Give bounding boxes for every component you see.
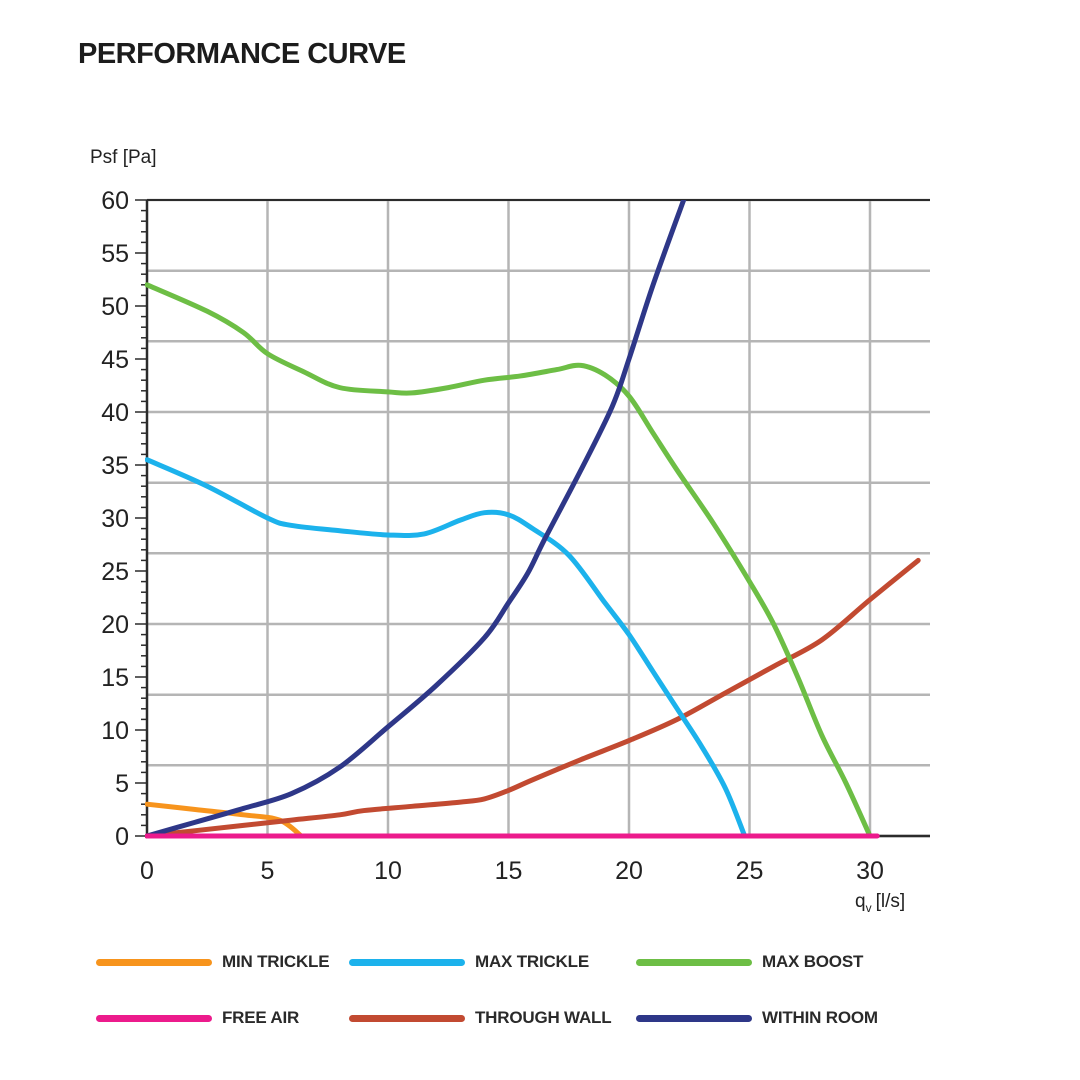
x-axis-label-main: q <box>855 891 866 912</box>
legend-item-max-boost: MAX BOOST <box>636 944 863 980</box>
y-tick-label: 30 <box>101 505 129 533</box>
x-tick-label: 0 <box>140 857 154 885</box>
x-tick-label: 15 <box>495 857 523 885</box>
legend-swatch-within-room <box>636 1014 752 1022</box>
legend-label-max-boost: MAX BOOST <box>762 952 864 971</box>
y-tick-label: 25 <box>101 558 129 586</box>
legend-item-through-wall: THROUGH WALL <box>349 1000 612 1036</box>
y-tick-label: 40 <box>101 399 129 427</box>
legend-label-free-air: FREE AIR <box>222 1008 300 1027</box>
y-tick-label: 20 <box>101 611 129 639</box>
axes: 0 5 10 15 20 25 30 35 40 45 50 55 60 0 5 10 15 20 25 30 <box>101 187 930 885</box>
y-tick-label: 15 <box>101 664 129 692</box>
series-line-through-wall <box>145 557 921 839</box>
legend-swatch-through-wall <box>349 1014 465 1022</box>
legend-label-min-trickle: MIN TRICKLE <box>222 952 330 971</box>
chart-title: PERFORMANCE CURVE <box>78 38 406 70</box>
x-axis-label-sub: v <box>866 901 872 915</box>
legend-label-through-wall: THROUGH WALL <box>475 1008 612 1027</box>
x-axis-label: qv [l/s] <box>855 891 905 915</box>
y-tick-label: 10 <box>101 717 129 745</box>
legend-swatch-max-boost <box>636 958 752 966</box>
x-axis-label-unit: [l/s] <box>876 891 906 912</box>
series-line-max-boost <box>145 282 873 839</box>
y-tick-label: 45 <box>101 346 129 374</box>
legend-item-free-air: FREE AIR <box>96 1000 299 1036</box>
x-tick-label: 10 <box>374 857 402 885</box>
legend-item-max-trickle: MAX TRICKLE <box>349 944 589 980</box>
y-tick-label: 60 <box>101 187 129 215</box>
legend-swatch-min-trickle <box>96 958 212 966</box>
legend-label-max-trickle: MAX TRICKLE <box>475 952 589 971</box>
x-tick-label: 5 <box>261 857 275 885</box>
x-tick-label: 25 <box>736 857 764 885</box>
x-tick-label: 30 <box>856 857 884 885</box>
legend: MIN TRICKLE MAX TRICKLE MAX BOOST FREE AIR T… <box>96 944 936 1044</box>
series-line-min-trickle <box>145 801 304 839</box>
legend-item-min-trickle: MIN TRICKLE <box>96 944 330 980</box>
y-tick-label: 5 <box>115 770 129 798</box>
y-tick-label: 55 <box>101 240 129 268</box>
y-tick-label: 0 <box>115 823 129 851</box>
performance-chart: 0 5 10 15 20 25 30 35 40 45 50 55 60 0 5 10 15 20 25 30 Psf… <box>90 147 930 915</box>
series <box>145 200 921 839</box>
y-tick-label: 50 <box>101 293 129 321</box>
legend-swatch-free-air <box>96 1014 212 1022</box>
y-axis-label: Psf [Pa] <box>90 147 157 168</box>
x-tick-label: 20 <box>615 857 643 885</box>
legend-swatch-max-trickle <box>349 958 465 966</box>
series-line-max-trickle <box>145 457 748 839</box>
series-line-within-room <box>145 200 687 839</box>
legend-item-within-room: WITHIN ROOM <box>636 1000 878 1036</box>
y-tick-label: 35 <box>101 452 129 480</box>
legend-label-within-room: WITHIN ROOM <box>762 1008 878 1027</box>
